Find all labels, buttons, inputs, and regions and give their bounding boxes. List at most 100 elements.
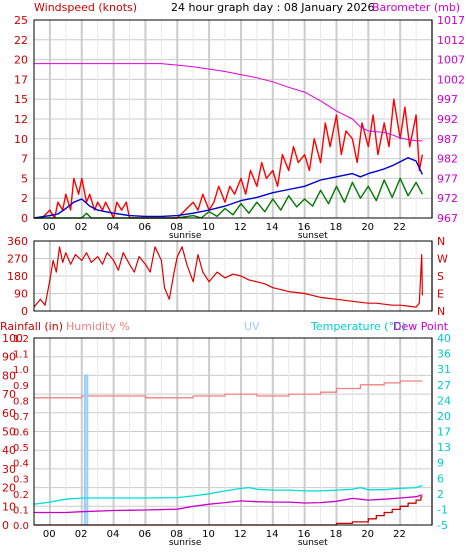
legend-humidity: Humidity % bbox=[66, 320, 130, 333]
wind-xtick-20: 20 bbox=[361, 222, 374, 233]
direction-compass-0: N bbox=[437, 235, 445, 248]
barometer-axis-title: Barometer (mb) bbox=[372, 1, 460, 14]
direction-ytick-360: 360 bbox=[7, 235, 28, 248]
page-title: 24 hour graph day : 08 January 2026 bbox=[171, 1, 375, 14]
direction-ytick-90: 90 bbox=[14, 288, 28, 301]
humidity-ytick-80: 80 bbox=[2, 369, 16, 382]
weather-xtick-12: 12 bbox=[234, 529, 247, 540]
humidity-ytick-0: 0 bbox=[2, 519, 9, 532]
rain-ytick-0.9: 0.9 bbox=[13, 381, 29, 392]
barometer-ytick-977: 977 bbox=[437, 172, 458, 185]
wind-ytick-22: 22 bbox=[14, 34, 28, 47]
weather-xtick-04: 04 bbox=[107, 529, 120, 540]
weather-series-rain bbox=[34, 496, 423, 526]
rain-ytick-0.8: 0.8 bbox=[13, 396, 29, 407]
wind-xtick-04: 04 bbox=[107, 222, 120, 233]
rain-ytick-0.3: 0.3 bbox=[13, 474, 29, 485]
weather-xtick-02: 02 bbox=[75, 529, 88, 540]
humidity-ytick-50: 50 bbox=[2, 426, 16, 439]
temperature-ytick-40: 40 bbox=[437, 332, 451, 345]
wind-xtick-14: 14 bbox=[266, 222, 279, 233]
temperature-ytick--5: -5 bbox=[437, 519, 448, 532]
weather-xtick-16: 16 bbox=[298, 529, 311, 540]
temperature-ytick-6: 6 bbox=[437, 472, 444, 485]
barometer-ytick-1017: 1017 bbox=[437, 14, 465, 27]
legend-dew-point: Dew Point bbox=[393, 320, 449, 333]
wind-xtick-16: 16 bbox=[298, 222, 311, 233]
humidity-ytick-30: 30 bbox=[2, 463, 16, 476]
weather-frame bbox=[33, 337, 433, 526]
direction-compass-1: W bbox=[437, 253, 448, 266]
weather-sunrise-label: sunrise bbox=[169, 538, 202, 548]
temperature-ytick-24: 24 bbox=[437, 394, 451, 407]
temperature-ytick--1: -1 bbox=[437, 503, 448, 516]
humidity-ytick-90: 90 bbox=[2, 351, 16, 364]
temperature-ytick-36: 36 bbox=[437, 348, 451, 361]
wind-xtick-10: 10 bbox=[202, 222, 215, 233]
tick-label-layer: 0257101215172022259679729779829879929971… bbox=[2, 14, 465, 548]
direction-frame bbox=[33, 240, 433, 312]
wind-ytick-17: 17 bbox=[14, 73, 28, 86]
wind-ytick-7: 7 bbox=[21, 153, 28, 166]
barometer-ytick-982: 982 bbox=[437, 153, 458, 166]
weather-xtick-06: 06 bbox=[138, 529, 151, 540]
wind-series-low bbox=[34, 177, 424, 219]
humidity-ytick-40: 40 bbox=[2, 444, 16, 457]
wind-ytick-10: 10 bbox=[14, 133, 28, 146]
wind-xtick-18: 18 bbox=[329, 222, 342, 233]
direction-series-direction bbox=[33, 246, 423, 308]
barometer-ytick-997: 997 bbox=[437, 93, 458, 106]
temperature-ytick-27: 27 bbox=[437, 379, 451, 392]
wind-xtick-08: 08 bbox=[170, 222, 183, 233]
weather-series-uv bbox=[83, 374, 89, 525]
direction-compass-3: E bbox=[437, 288, 444, 301]
barometer-ytick-1012: 1012 bbox=[437, 34, 465, 47]
direction-ytick-270: 270 bbox=[7, 253, 28, 266]
barometer-ytick-972: 972 bbox=[437, 192, 458, 205]
barometer-ytick-992: 992 bbox=[437, 113, 458, 126]
wind-sunrise-label: sunrise bbox=[169, 231, 202, 241]
barometer-ytick-1002: 1002 bbox=[437, 73, 465, 86]
temperature-ytick-9: 9 bbox=[437, 457, 444, 470]
weather-xtick-22: 22 bbox=[393, 529, 406, 540]
temperature-ytick-31: 31 bbox=[437, 363, 451, 376]
weather-series-humidity bbox=[34, 380, 423, 399]
wind-sunset-label: sunset bbox=[298, 231, 328, 241]
temperature-ytick-2: 2 bbox=[437, 488, 444, 501]
rain-ytick-0.4: 0.4 bbox=[13, 459, 29, 470]
rain-ytick-0.7: 0.7 bbox=[13, 412, 29, 423]
wind-frame bbox=[33, 19, 433, 219]
legend-rainfall: Rainfall (in) bbox=[0, 320, 63, 333]
temperature-ytick-20: 20 bbox=[437, 410, 451, 423]
weather-xtick-14: 14 bbox=[266, 529, 279, 540]
series-layer bbox=[33, 63, 424, 526]
wind-xtick-00: 00 bbox=[43, 222, 56, 233]
wind-series-gust bbox=[34, 98, 424, 219]
direction-ytick-180: 180 bbox=[7, 270, 28, 283]
barometer-ytick-967: 967 bbox=[437, 212, 458, 225]
rain-ytick-0.5: 0.5 bbox=[13, 443, 29, 454]
wind-ytick-25: 25 bbox=[14, 14, 28, 27]
barometer-ytick-1007: 1007 bbox=[437, 54, 465, 67]
wind-xtick-06: 06 bbox=[138, 222, 151, 233]
humidity-ytick-60: 60 bbox=[2, 407, 16, 420]
wind-xtick-12: 12 bbox=[234, 222, 247, 233]
weather-xtick-08: 08 bbox=[170, 529, 183, 540]
wind-ytick-15: 15 bbox=[14, 93, 28, 106]
wind-axis-title: Windspeed (knots) bbox=[34, 1, 137, 14]
rain-ytick-0.1: 0.1 bbox=[13, 505, 29, 516]
rain-ytick-0.6: 0.6 bbox=[13, 428, 29, 439]
wind-xtick-22: 22 bbox=[393, 222, 406, 233]
rain-ytick-1.2: 1.2 bbox=[13, 334, 29, 345]
weather-xtick-20: 20 bbox=[361, 529, 374, 540]
wind-ytick-5: 5 bbox=[21, 172, 28, 185]
rain-ytick-0.2: 0.2 bbox=[13, 490, 29, 501]
direction-compass-4: N bbox=[437, 305, 445, 318]
humidity-ytick-70: 70 bbox=[2, 388, 16, 401]
weather-series-temperature bbox=[33, 484, 423, 505]
weather-sunset-label: sunset bbox=[298, 538, 328, 548]
legend-uv: UV bbox=[244, 320, 260, 333]
weather-xtick-18: 18 bbox=[329, 529, 342, 540]
